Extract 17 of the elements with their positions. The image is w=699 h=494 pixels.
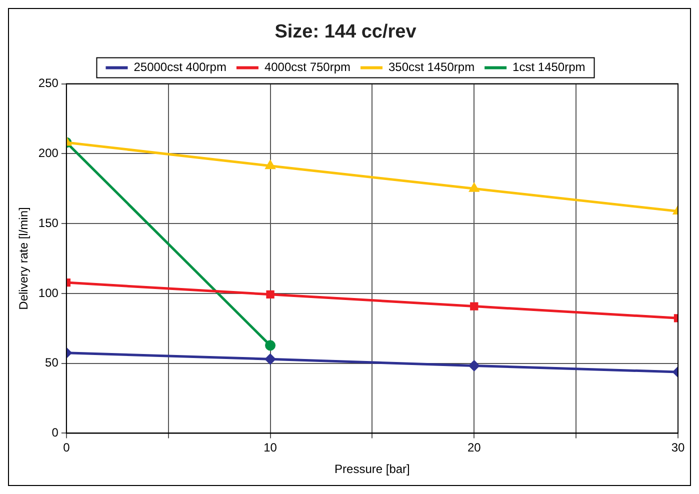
x-tick-label: 0 [63,440,70,455]
legend-label: 25000cst 400rpm [134,60,226,74]
y-axis-title: Delivery rate [l/min] [16,207,31,310]
x-tick-label: 30 [671,440,685,455]
y-tick-label: 250 [38,76,59,90]
y-tick-label: 100 [38,286,59,300]
y-tick-label: 150 [38,216,59,230]
x-tick-label: 20 [467,440,482,455]
y-tick-label: 0 [52,426,59,440]
legend-label: 350cst 1450rpm [388,60,475,74]
y-tick-label: 200 [38,146,59,160]
x-axis-title: Pressure [bar] [334,462,410,476]
x-tick-label: 10 [264,440,278,455]
legend-label: 4000cst 750rpm [264,60,351,74]
y-tick-label: 50 [45,356,59,370]
chart-title: Size: 144 cc/rev [274,22,417,43]
legend-label: 1cst 1450rpm [512,60,586,74]
